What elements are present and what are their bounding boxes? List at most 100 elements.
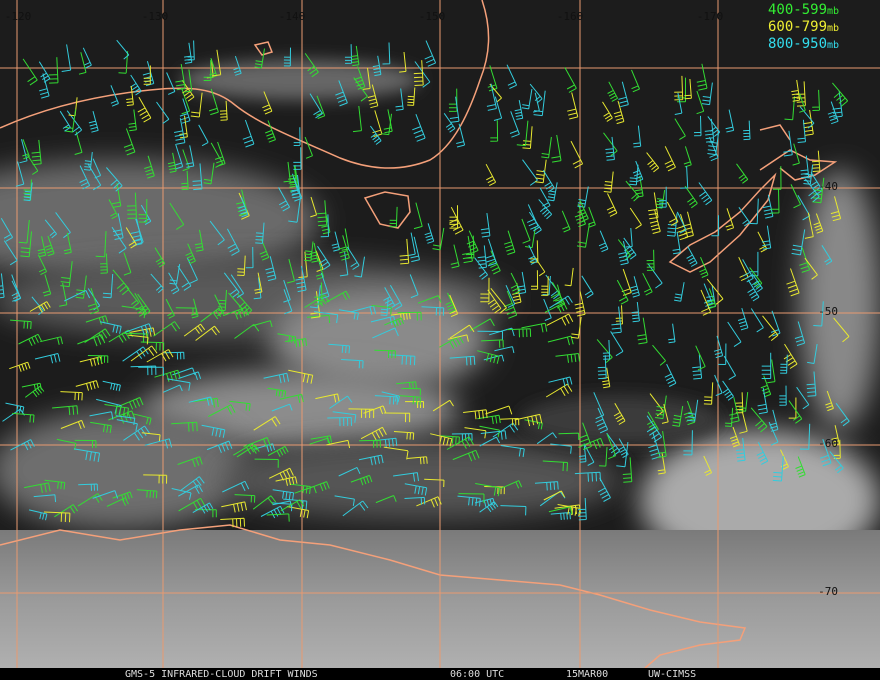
legend-entry: 800-950mb: [768, 36, 839, 52]
wind-barb: [283, 279, 291, 303]
wind-barb: [794, 321, 806, 346]
wind-barb: [648, 432, 661, 460]
wind-barb: [474, 257, 488, 280]
wind-barb: [832, 82, 849, 107]
wind-barb: [338, 235, 350, 261]
wind-barb: [252, 320, 273, 328]
wind-barb: [167, 378, 191, 391]
wind-barb: [757, 387, 768, 415]
wind-barb: [19, 139, 28, 164]
wind-barb: [341, 359, 364, 369]
wind-barb: [449, 205, 459, 229]
wind-barb: [118, 397, 144, 410]
wind-barb: [593, 392, 605, 420]
wind-barb: [143, 474, 168, 484]
wind-barb: [510, 272, 521, 295]
wind-barb: [430, 433, 453, 447]
wind-barb: [699, 257, 709, 278]
wind-barb: [267, 445, 289, 457]
wind-barb: [401, 387, 421, 396]
wind-barb: [140, 341, 165, 351]
wind-barb: [314, 311, 339, 324]
wind-barb: [743, 120, 751, 141]
wind-barb: [668, 323, 676, 344]
wind-barb: [567, 92, 579, 120]
wind-barb: [479, 436, 501, 447]
wind-barb: [680, 166, 689, 189]
wind-barb: [171, 488, 192, 500]
wind-barb: [736, 437, 746, 462]
wind-barb: [304, 294, 330, 308]
wind-barb: [74, 439, 97, 448]
wind-barb: [88, 110, 99, 133]
wind-barb: [543, 490, 566, 501]
wind-barb: [309, 93, 323, 119]
wind-barb: [265, 120, 276, 143]
wind-barb: [709, 137, 719, 162]
wind-barb: [52, 405, 79, 416]
wind-barb: [605, 136, 615, 161]
wind-barb: [18, 333, 42, 347]
wind-barb: [747, 279, 760, 302]
wind-barb: [60, 261, 73, 288]
wind-barb: [646, 152, 660, 173]
wind-barb: [130, 345, 158, 362]
wind-barb: [711, 215, 720, 237]
wind-barb: [407, 456, 428, 465]
wind-barb: [407, 232, 416, 257]
wind-barb: [833, 317, 850, 343]
wind-barb: [262, 91, 273, 115]
wind-barb: [629, 164, 639, 186]
wind-barb: [446, 436, 474, 450]
latitude-label: -50: [818, 305, 838, 318]
wind-barb: [178, 484, 203, 497]
wind-barb: [581, 275, 594, 299]
wind-barb: [11, 280, 22, 302]
wind-barb: [154, 247, 166, 268]
wind-barb: [714, 374, 723, 397]
wind-barb: [22, 139, 30, 160]
wind-barb: [184, 69, 193, 93]
wind-barb: [539, 187, 551, 210]
wind-barb: [383, 446, 409, 460]
wind-barb: [185, 243, 196, 265]
wind-barb: [722, 380, 734, 401]
wind-barb: [18, 219, 30, 244]
wind-barb: [277, 333, 297, 344]
wind-barb: [683, 430, 693, 456]
wind-barb: [546, 313, 574, 326]
wind-barb: [266, 513, 290, 522]
wind-barb: [112, 213, 124, 240]
wind-barb: [439, 335, 464, 349]
wind-barb: [389, 284, 403, 311]
wind-barb: [597, 355, 607, 380]
wind-barb: [603, 171, 614, 193]
wind-barb: [683, 146, 692, 168]
caption-time: 06:00 UTC: [450, 669, 504, 680]
wind-barb: [217, 289, 227, 312]
wind-barb: [243, 437, 271, 448]
wind-barb: [832, 91, 843, 118]
wind-barb: [413, 60, 424, 86]
wind-barb: [738, 392, 749, 412]
wind-barb: [5, 402, 25, 414]
longitude-label: -170: [697, 10, 724, 23]
wind-barb: [254, 272, 263, 294]
wind-barb: [286, 258, 295, 284]
wind-barb: [198, 124, 209, 147]
wind-barb: [268, 467, 294, 481]
wind-barb: [389, 206, 398, 228]
wind-barb: [253, 277, 262, 300]
wind-barb: [79, 165, 91, 190]
wind-barb: [150, 273, 164, 294]
wind-barb: [457, 495, 481, 507]
wind-barb: [304, 241, 314, 262]
wind-barb: [528, 244, 538, 265]
wind-barb: [570, 140, 584, 169]
wind-barb: [208, 404, 236, 417]
wind-barb: [613, 403, 626, 425]
wind-barb: [326, 439, 351, 449]
wind-barb: [126, 85, 134, 106]
wind-barb: [480, 277, 490, 303]
wind-barb: [784, 96, 795, 121]
